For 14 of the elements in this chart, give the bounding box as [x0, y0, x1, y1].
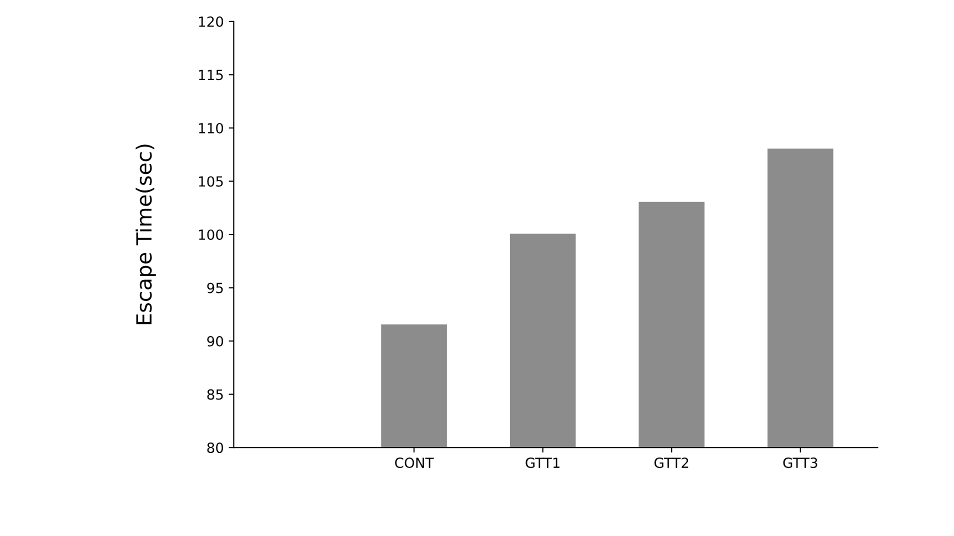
- y-tick-label: 85: [207, 389, 223, 400]
- y-tick-label: 105: [199, 176, 223, 187]
- x-tick-label: GTT2: [654, 458, 688, 468]
- y-tick-label: 115: [199, 70, 223, 80]
- x-tick-label: CONT: [395, 458, 434, 468]
- y-tick-label: 80: [207, 442, 224, 454]
- y-tick-label: 100: [199, 229, 224, 240]
- y-tick-label: 90: [207, 336, 224, 347]
- y-tick-label: 95: [207, 282, 223, 294]
- y-tick-label: 120: [199, 16, 224, 27]
- x-tick-label: GTT1: [526, 458, 560, 468]
- x-tick-label: GTT3: [783, 458, 818, 468]
- y-axis-title: Escape Time(sec): [136, 144, 156, 324]
- y-tick-label: 110: [199, 122, 224, 134]
